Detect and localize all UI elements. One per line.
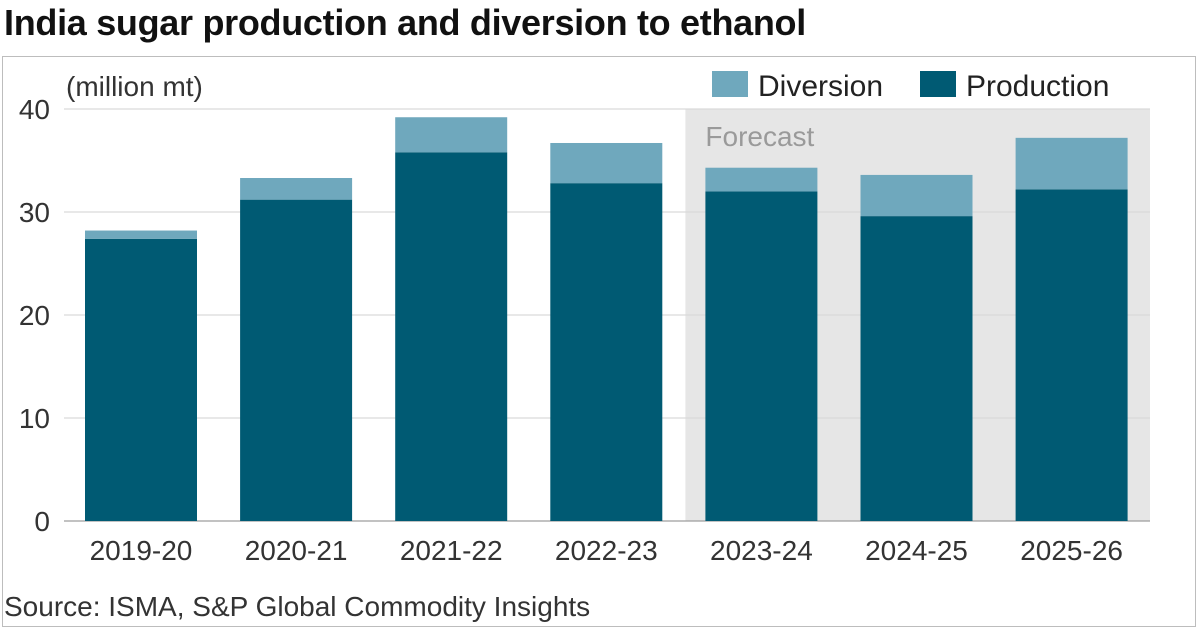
bar-diversion-2025-26 bbox=[1015, 137, 1128, 190]
bar-production-2020-21 bbox=[240, 199, 353, 521]
x-tick-label: 2025-26 bbox=[1020, 535, 1123, 566]
x-tick-label: 2022-23 bbox=[555, 535, 658, 566]
y-tick-label: 10 bbox=[19, 403, 50, 434]
bar-production-2022-23 bbox=[550, 183, 663, 521]
bar-diversion-2024-25 bbox=[860, 174, 973, 217]
forecast-label: Forecast bbox=[705, 121, 814, 152]
y-tick-label: 20 bbox=[19, 300, 50, 331]
y-tick-label: 30 bbox=[19, 197, 50, 228]
legend-swatch-diversion bbox=[712, 71, 748, 97]
x-tick-label: 2020-21 bbox=[245, 535, 348, 566]
bar-production-2019-20 bbox=[85, 238, 197, 521]
bar-diversion-2023-24 bbox=[705, 167, 818, 192]
x-tick-label: 2024-25 bbox=[865, 535, 968, 566]
legend-swatch-production bbox=[920, 71, 956, 97]
bar-production-2025-26 bbox=[1015, 189, 1128, 521]
chart-title: India sugar production and diversion to … bbox=[4, 2, 806, 43]
y-tick-label: 0 bbox=[34, 506, 50, 537]
bar-production-2023-24 bbox=[705, 191, 818, 521]
y-axis-unit-label: (million mt) bbox=[66, 71, 203, 102]
source-note: Source: ISMA, S&P Global Commodity Insig… bbox=[4, 591, 591, 622]
x-tick-label: 2019-20 bbox=[90, 535, 193, 566]
bar-diversion-2019-20 bbox=[85, 230, 197, 239]
legend-label-production: Production bbox=[966, 70, 1109, 103]
x-tick-label: 2021-22 bbox=[400, 535, 503, 566]
bar-production-2024-25 bbox=[860, 216, 973, 521]
bar-diversion-2022-23 bbox=[550, 142, 663, 184]
legend-label-diversion: Diversion bbox=[758, 70, 883, 103]
bar-production-2021-22 bbox=[395, 152, 508, 521]
bar-diversion-2021-22 bbox=[395, 117, 508, 153]
x-tick-label: 2023-24 bbox=[710, 535, 813, 566]
y-tick-label: 40 bbox=[19, 94, 50, 125]
chart-frame bbox=[2, 56, 1196, 627]
bar-diversion-2020-21 bbox=[240, 178, 353, 200]
